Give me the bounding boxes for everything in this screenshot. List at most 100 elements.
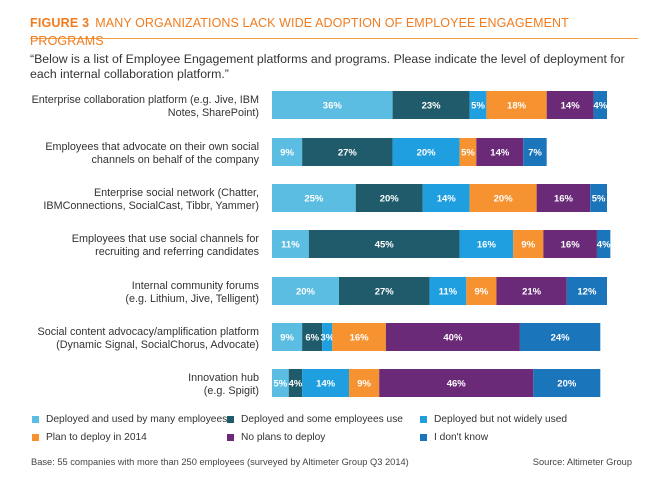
legend-label: Plan to deploy in 2014 — [46, 432, 147, 443]
bar-value-label: 16% — [350, 333, 370, 344]
legend-item: I don't know — [420, 432, 488, 443]
bar-value-label: 14% — [316, 379, 336, 390]
bar-value-label: 9% — [521, 240, 535, 251]
category-label: (e.g. Spigit) — [204, 385, 259, 397]
bar-segment — [322, 323, 333, 351]
bar-segment — [272, 184, 356, 212]
stacked-bar-chart: Enterprise collaboration platform (e.g. … — [32, 91, 611, 397]
bar-segment — [546, 91, 594, 119]
category-label: IBMConnections, SocialCast, Tibbr, Yamme… — [43, 200, 259, 212]
legend-label: I don't know — [434, 432, 489, 443]
bar-value-label: 4% — [597, 240, 611, 251]
bar-value-label: 14% — [490, 148, 510, 159]
bar-segment — [302, 323, 323, 351]
bar-value-label: 6% — [305, 333, 319, 344]
bar-value-label: 36% — [323, 101, 343, 112]
bar-value-label: 14% — [561, 101, 581, 112]
bar-value-label: 9% — [280, 333, 294, 344]
bar-segment — [469, 91, 487, 119]
bar-segment — [392, 91, 470, 119]
bar-segment — [302, 369, 350, 397]
category-label: Employees that advocate on their own soc… — [45, 141, 259, 153]
bar-segment — [476, 138, 524, 166]
bar-value-label: 4% — [593, 101, 607, 112]
bar-value-label: 25% — [304, 194, 324, 205]
category-label: Innovation hub — [188, 372, 259, 384]
bar-value-label: 27% — [338, 148, 358, 159]
legend-swatch — [420, 434, 427, 441]
bar-segment — [523, 138, 547, 166]
survey-question: “Below is a list of Employee Engagement … — [30, 52, 625, 81]
footer-base-note: Base: 55 companies with more than 250 em… — [31, 457, 409, 467]
bar-segment — [272, 323, 303, 351]
bar-segment — [339, 277, 430, 305]
bar-value-label: 20% — [417, 148, 437, 159]
legend-item: Deployed but not widely used — [420, 414, 567, 425]
chart-legend: Deployed and used by many employees Deplo… — [32, 414, 632, 450]
category-label: Social content advocacy/amplification pl… — [38, 326, 259, 338]
bar-value-label: 7% — [528, 148, 542, 159]
bar-segment — [536, 184, 591, 212]
bar-segment — [466, 277, 497, 305]
bar-value-label: 40% — [443, 333, 463, 344]
bar-segment — [308, 230, 460, 258]
category-label: Internal community forums — [132, 280, 260, 292]
bar-value-label: 20% — [557, 379, 577, 390]
bar-segment — [422, 184, 470, 212]
bar-segment — [543, 230, 597, 258]
bar-value-label: 18% — [507, 101, 527, 112]
legend-item: Deployed and used by many employees — [32, 414, 227, 425]
bar-value-label: 5% — [471, 101, 485, 112]
bar-value-label: 21% — [522, 287, 542, 298]
bar-value-label: 14% — [437, 194, 457, 205]
legend-label: Deployed and used by many employees — [46, 414, 228, 425]
category-label: recruiting and referring candidates — [95, 246, 259, 258]
bar-segment — [332, 323, 386, 351]
bar-value-label: 5% — [274, 379, 288, 390]
bar-value-label: 27% — [375, 287, 395, 298]
category-label: channels on behalf of the company — [92, 154, 260, 166]
bar-value-label: 12% — [577, 287, 597, 298]
bar-value-label: 5% — [592, 194, 606, 205]
figure-header: FIGURE 3 MANY ORGANIZATIONS LACK WIDE ADO… — [30, 14, 638, 48]
bar-segment — [272, 138, 303, 166]
footer-source: Source: Altimeter Group — [532, 457, 632, 467]
bar-segment — [533, 369, 601, 397]
bar-segment — [385, 323, 520, 351]
legend-label: No plans to deploy — [241, 432, 326, 443]
bar-value-label: 9% — [475, 287, 489, 298]
bar-value-label: 45% — [375, 240, 395, 251]
bar-value-label: 9% — [357, 379, 371, 390]
category-label: (e.g. Lithium, Jive, Telligent) — [125, 293, 259, 305]
bar-value-label: 4% — [289, 379, 303, 390]
bar-segment — [379, 369, 534, 397]
bar-segment — [519, 323, 601, 351]
bar-segment — [596, 230, 611, 258]
category-label: (Dynamic Signal, SocialChorus, Advocate) — [56, 339, 259, 351]
bar-segment — [429, 277, 467, 305]
legend-label: Deployed and some employees use — [241, 414, 403, 425]
bar-value-label: 23% — [422, 101, 442, 112]
category-label: Notes, SharePoint) — [168, 107, 259, 119]
bar-segment — [593, 91, 607, 119]
bar-segment — [513, 230, 544, 258]
bar-segment — [272, 230, 309, 258]
bar-value-label: 16% — [477, 240, 497, 251]
bar-segment — [272, 277, 339, 305]
legend-swatch — [227, 434, 234, 441]
category-label: Employees that use social channels for — [72, 233, 260, 245]
bar-segment — [349, 369, 380, 397]
bar-segment — [272, 91, 393, 119]
figure-label: FIGURE 3 — [30, 16, 90, 30]
bar-segment — [469, 184, 537, 212]
bar-value-label: 9% — [280, 148, 294, 159]
legend-label: Deployed but not widely used — [434, 414, 568, 425]
bar-value-label: 16% — [554, 194, 574, 205]
bar-segment — [302, 138, 393, 166]
legend-swatch — [420, 416, 427, 423]
bar-value-label: 20% — [380, 194, 400, 205]
bar-segment — [392, 138, 460, 166]
bar-segment — [288, 369, 303, 397]
bar-value-label: 3% — [320, 333, 334, 344]
category-label: Enterprise collaboration platform (e.g. … — [32, 94, 259, 106]
